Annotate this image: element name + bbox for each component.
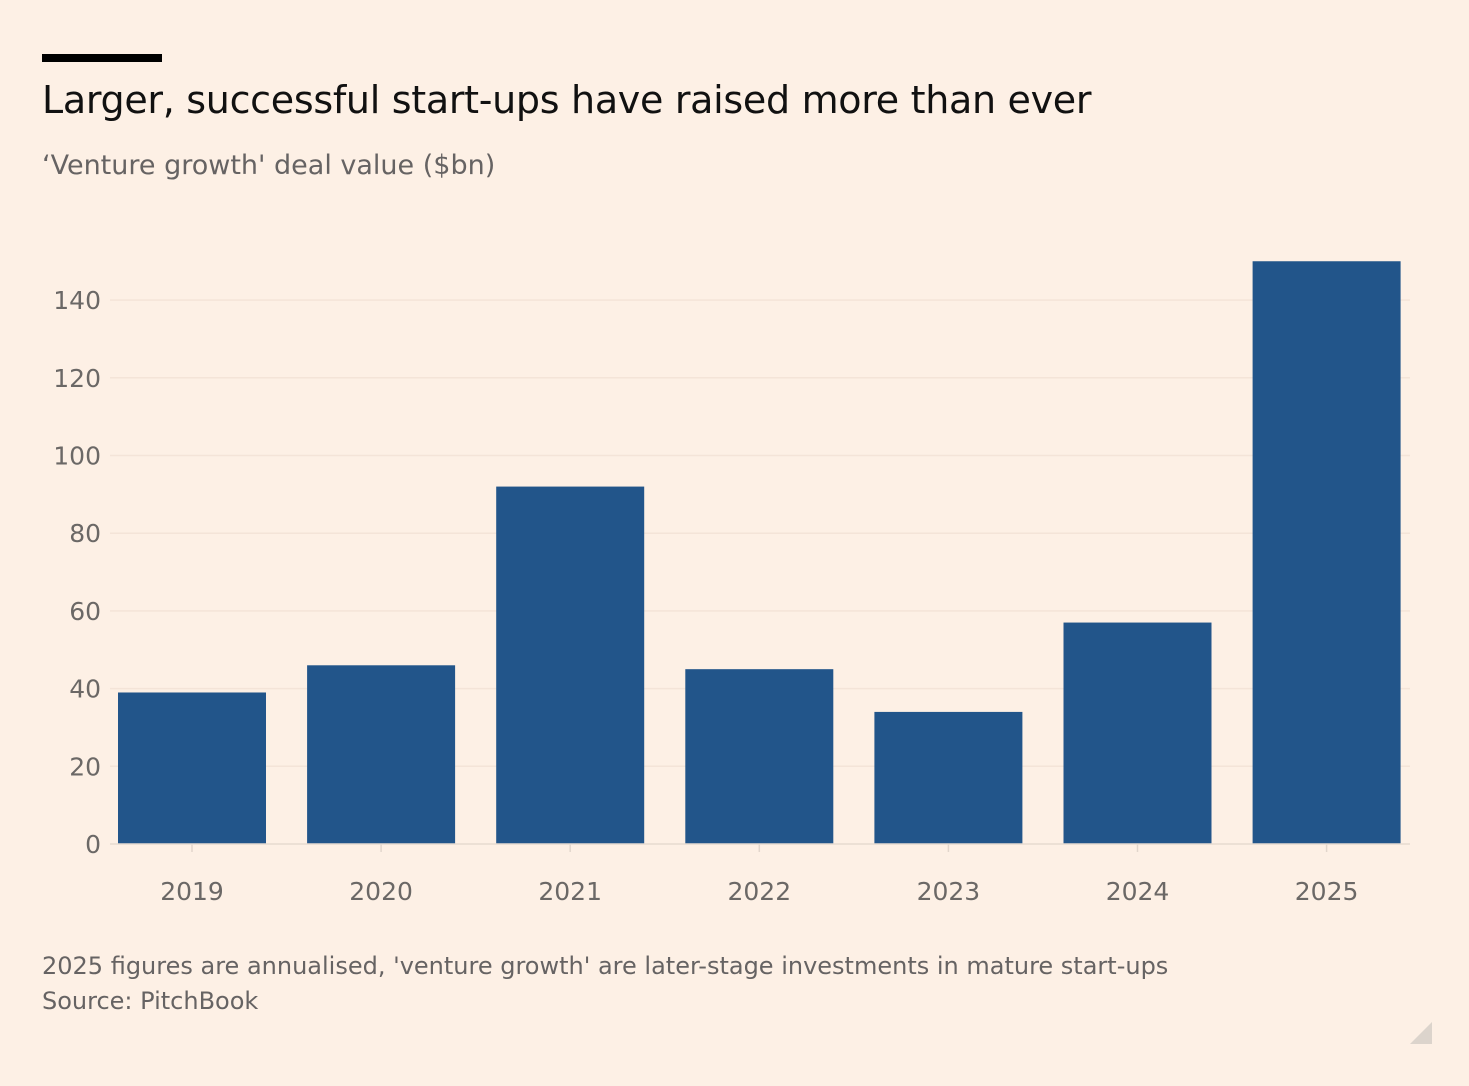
y-tick-label-120: 120: [53, 364, 101, 393]
bar-2019: [118, 692, 266, 844]
bar-2024: [1063, 622, 1212, 844]
chart-source: Source: PitchBook: [42, 987, 259, 1015]
chart-title: Larger, successful start-ups have raised…: [42, 78, 1092, 122]
y-tick-label-100: 100: [53, 442, 101, 471]
y-tick-label-40: 40: [69, 675, 101, 704]
bars: [118, 261, 1401, 844]
y-tick-label-20: 20: [69, 752, 101, 781]
y-tick-label-0: 0: [85, 830, 101, 859]
x-tick-label-2024: 2024: [1106, 877, 1170, 906]
chart-subtitle: ‘Venture growth' deal value ($bn): [42, 150, 496, 181]
bar-2022: [685, 669, 834, 844]
bar-2025: [1252, 261, 1401, 844]
chart-footnote: 2025 figures are annualised, 'venture gr…: [42, 952, 1169, 980]
x-tick-label-2025: 2025: [1295, 877, 1359, 906]
x-tick-label-2019: 2019: [160, 877, 224, 906]
x-tick-label-2021: 2021: [538, 877, 602, 906]
resize-corner-icon: [1410, 1022, 1432, 1044]
y-tick-label-60: 60: [69, 597, 101, 626]
bar-2021: [496, 486, 645, 844]
bar-2023: [874, 711, 1023, 844]
x-tick-label-2022: 2022: [727, 877, 791, 906]
y-tick-label-80: 80: [69, 519, 101, 548]
y-tick-label-140: 140: [53, 286, 101, 315]
axes: 0 20 40 60 80 100 120 140 2019 2020 2021 2022 2023 20…: [53, 286, 1410, 906]
bar-2020: [307, 665, 456, 844]
x-tick-label-2020: 2020: [349, 877, 413, 906]
header-rule: [42, 54, 162, 62]
x-tick-label-2023: 2023: [917, 877, 981, 906]
